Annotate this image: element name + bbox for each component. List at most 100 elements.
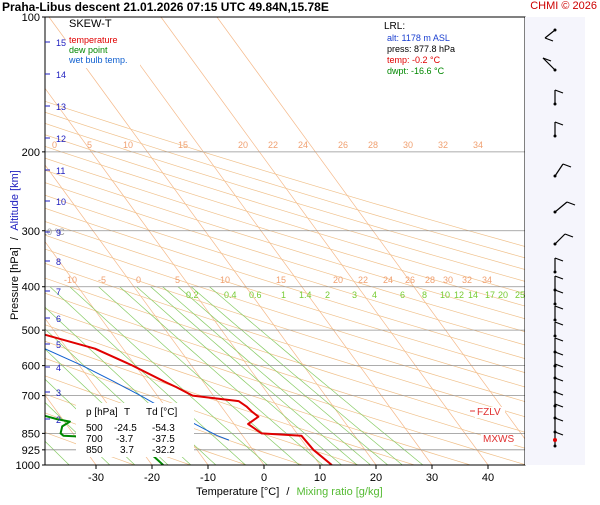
altitude-tick-label: 9 xyxy=(56,228,61,238)
dry-adiabat-line xyxy=(45,221,525,374)
mixing-ratio-label: 14 xyxy=(468,290,478,300)
table-cell: -32.2 xyxy=(152,445,175,456)
x-tick-label: -10 xyxy=(200,472,216,484)
dry-adiabat-line xyxy=(45,263,525,418)
lrl-box: LRL: alt: 1178 m ASL press: 877.8 hPa te… xyxy=(382,20,474,76)
mxws-label: MXWS xyxy=(481,434,517,445)
adiabat-label: 20 xyxy=(333,275,343,285)
adiabat-label: 22 xyxy=(358,275,368,285)
adiabat-label: 0 xyxy=(52,140,57,150)
adiabat-label: -10 xyxy=(64,275,77,285)
lrl-dwpt: dwpt: -16.6 °C xyxy=(387,66,445,76)
isotherm-line xyxy=(45,164,265,465)
wind-barb-flag xyxy=(554,275,564,280)
wind-barb xyxy=(542,57,556,71)
x-tick-label: 40 xyxy=(482,472,494,484)
x-axis-title-temp: Temperature [°C] xyxy=(196,486,280,498)
mixing-ratio-label: 0.4 xyxy=(224,290,237,300)
isotherm-line xyxy=(216,17,525,440)
lrl-alt: alt: 1178 m ASL xyxy=(387,33,450,43)
wind-barb-flag xyxy=(562,163,572,168)
altitude-tick-label: 15 xyxy=(56,38,66,48)
table-header-p: p [hPa] xyxy=(86,407,118,418)
wind-barb-flag xyxy=(554,363,564,368)
y-tick-label: 700 xyxy=(22,391,40,403)
isotherm-line xyxy=(45,87,321,465)
wind-barb xyxy=(554,201,568,213)
table-cell: -37.5 xyxy=(152,434,175,445)
y-tick-label: 200 xyxy=(22,147,40,159)
y-axis-title-altitude: Altitude [km] xyxy=(9,170,21,231)
x-tick-label: 10 xyxy=(314,472,326,484)
adiabat-label: 28 xyxy=(368,140,378,150)
adiabat-label: 15 xyxy=(276,275,286,285)
mxws-point xyxy=(553,438,557,442)
adiabat-label: 30 xyxy=(403,140,413,150)
mixing-ratio-line xyxy=(45,440,70,465)
dry-adiabat-line xyxy=(45,134,525,282)
mixing-ratio-label: 4 xyxy=(372,290,377,300)
altitude-tick-label: 2 xyxy=(56,415,61,425)
altitude-tick-label: 13 xyxy=(56,102,66,112)
wind-barb-flag xyxy=(554,403,564,408)
legend-item-wetbulb: wet bulb temp. xyxy=(69,55,128,65)
wind-barb-flag xyxy=(554,337,564,342)
legend-item-dewpoint: dew point xyxy=(69,45,108,55)
wind-barb-flag xyxy=(554,121,564,126)
altitude-tick-label: 7 xyxy=(56,287,61,297)
wind-barb-station xyxy=(553,242,557,246)
dry-adiabat-line xyxy=(45,248,525,403)
wind-barb-station xyxy=(553,102,557,106)
isotherm-line xyxy=(160,17,489,465)
wind-barb-station xyxy=(553,68,557,72)
adiabat-label: 26 xyxy=(405,275,415,285)
wind-barb-station xyxy=(553,174,557,178)
table-cell: 700 xyxy=(86,434,103,445)
dry-adiabat-line xyxy=(45,169,525,320)
mixing-ratio-label: 17 xyxy=(485,290,495,300)
wind-barb-station xyxy=(553,28,557,32)
wind-barb-flag xyxy=(554,257,564,262)
x-tick-label: -30 xyxy=(88,472,104,484)
adiabat-label: 5 xyxy=(175,275,180,285)
adiabat-label: 24 xyxy=(383,275,393,285)
mixing-ratio-label: 1.4 xyxy=(299,290,312,300)
dry-adiabat-line xyxy=(45,207,525,360)
wind-barb xyxy=(554,233,566,245)
adiabat-label: 22 xyxy=(268,140,278,150)
y-tick-label: 500 xyxy=(22,325,40,337)
y-axis-title-pressure: Pressure [hPa] xyxy=(9,247,21,320)
adiabat-label: 32 xyxy=(438,140,448,150)
table-cell: 3.7 xyxy=(120,445,134,456)
dry-adiabat-line xyxy=(45,100,525,247)
series-temperature-line xyxy=(45,333,333,465)
wind-barb-flag xyxy=(554,351,564,356)
mixing-ratio-label: 20 xyxy=(498,290,508,300)
wind-barb-flag xyxy=(554,417,564,422)
adiabat-label: 10 xyxy=(220,275,230,285)
y-tick-label: 925 xyxy=(22,445,40,457)
isotherm-label: -10 °C xyxy=(39,227,65,237)
plot-area xyxy=(45,17,525,465)
wind-barb-station xyxy=(553,302,557,306)
summary-table: p [hPa] T Td [°C] 500 -24.5 -54.3 700 -3… xyxy=(76,403,194,457)
isotherm-line xyxy=(104,17,433,465)
wind-barb-flag xyxy=(554,431,564,436)
mixing-ratio-label: 1 xyxy=(281,290,286,300)
wind-barb-flag xyxy=(554,321,564,326)
dry-adiabat-line xyxy=(45,111,525,259)
wind-barb-station xyxy=(553,318,557,322)
adiabat-label: 24 xyxy=(298,140,308,150)
adiabat-label: 5 xyxy=(87,140,92,150)
legend-item-temperature: temperature xyxy=(69,35,118,45)
adiabat-label: 32 xyxy=(462,275,472,285)
mixing-ratio-label: 6 xyxy=(400,290,405,300)
wind-barb-station xyxy=(553,134,557,138)
adiabat-label: 28 xyxy=(425,275,435,285)
lrl-press: press: 877.8 hPa xyxy=(387,44,456,54)
y-tick-label: 600 xyxy=(22,361,40,373)
mixing-ratio-label: 3 xyxy=(352,290,357,300)
adiabat-label: 30 xyxy=(443,275,453,285)
